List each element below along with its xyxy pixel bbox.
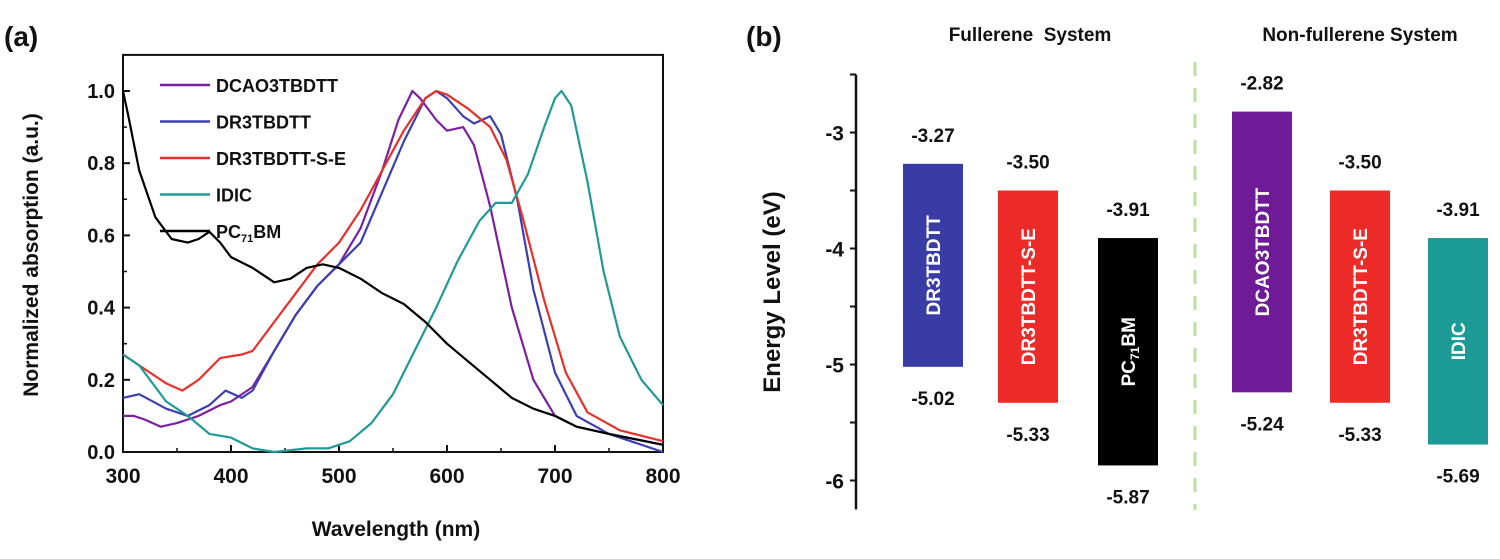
lumo-value-label: -3.91	[1436, 200, 1480, 221]
series-line-dr3tbdtt-s-e	[122, 89, 664, 443]
y-tick-label: -6	[825, 471, 844, 494]
y-tick-label: 0.4	[87, 298, 116, 320]
legend-label: DR3TBDTT-S-E	[216, 149, 346, 169]
y-tick-label: 1.0	[87, 81, 115, 103]
homo-value-label: -5.69	[1436, 467, 1479, 488]
x-tick-label: 800	[645, 465, 680, 488]
lumo-value-label: -3.50	[1338, 153, 1381, 174]
bar-name-label: DCAO3TBDTT	[1253, 187, 1274, 316]
bar-name-label: DR3TBDTT-S-E	[1019, 228, 1040, 365]
homo-value-label: -5.02	[911, 389, 954, 410]
y-tick-label: 0.6	[87, 225, 115, 247]
panel-a-absorption-chart: (a) Wavelength (nm) Normalized absorptio…	[4, 21, 681, 541]
energy-bar-pc71bm	[1098, 238, 1158, 466]
energy-bar-dr3tbdtt	[903, 163, 963, 367]
homo-value-label: -5.33	[1338, 425, 1381, 446]
legend-label: DR3TBDTT	[216, 113, 311, 133]
y-tick-label: 0.2	[87, 370, 115, 392]
y-tick-label: 0.0	[87, 442, 115, 464]
panel-b-label: (b)	[746, 21, 782, 52]
panel-b-energy-level-chart: (b) Energy Level (eV) Fullerene System N…	[746, 21, 1488, 510]
bar-name-label: PC71BM	[1119, 317, 1142, 386]
y-tick-label: -4	[825, 239, 844, 262]
energy-bar-dcao3tbdtt	[1232, 111, 1292, 393]
series-line-idic	[122, 89, 664, 454]
lumo-value-label: -3.27	[911, 126, 954, 147]
group-title-non-fullerene: Non-fullerene System	[1262, 25, 1457, 46]
lumo-value-label: -3.91	[1106, 200, 1150, 221]
bar-name-label: DR3TBDTT-S-E	[1351, 228, 1372, 365]
x-tick-label: 300	[105, 465, 140, 488]
legend-label: IDIC	[216, 186, 252, 206]
x-axis-label: Wavelength (nm)	[312, 518, 480, 541]
y-tick-label: 0.8	[87, 153, 115, 175]
lumo-value-label: -2.82	[1240, 74, 1283, 95]
bar-name-label: IDIC	[1449, 322, 1470, 360]
energy-bar-dr3tbdtt-s-e	[1330, 190, 1390, 403]
series-line-dr3tbdtt	[122, 89, 664, 454]
x-tick-label: 400	[213, 465, 248, 488]
legend-label: DCAO3TBDTT	[216, 76, 338, 96]
homo-value-label: -5.24	[1240, 414, 1284, 435]
series-line-dcao3tbdtt	[123, 89, 664, 446]
y-tick-label: -5	[825, 355, 844, 378]
bar-name-label: DR3TBDTT	[924, 215, 945, 316]
series-line-pc71bm	[121, 90, 664, 446]
panel-a-label: (a)	[4, 21, 38, 52]
legend-label: PC71BM	[216, 222, 281, 245]
energy-bar-idic	[1428, 238, 1488, 445]
homo-value-label: -5.87	[1106, 487, 1149, 508]
x-tick-label: 700	[537, 465, 572, 488]
lumo-value-label: -3.50	[1006, 153, 1049, 174]
y-axis-label: Energy Level (eV)	[759, 191, 786, 392]
x-tick-label: 600	[429, 465, 464, 488]
homo-value-label: -5.33	[1006, 425, 1049, 446]
energy-bar-dr3tbdtt-s-e	[998, 190, 1058, 403]
group-title-fullerene: Fullerene System	[949, 25, 1112, 46]
y-tick-label: -3	[825, 123, 844, 146]
y-axis-label: Normalized absorption (a.u.)	[20, 113, 43, 397]
x-tick-label: 500	[321, 465, 356, 488]
